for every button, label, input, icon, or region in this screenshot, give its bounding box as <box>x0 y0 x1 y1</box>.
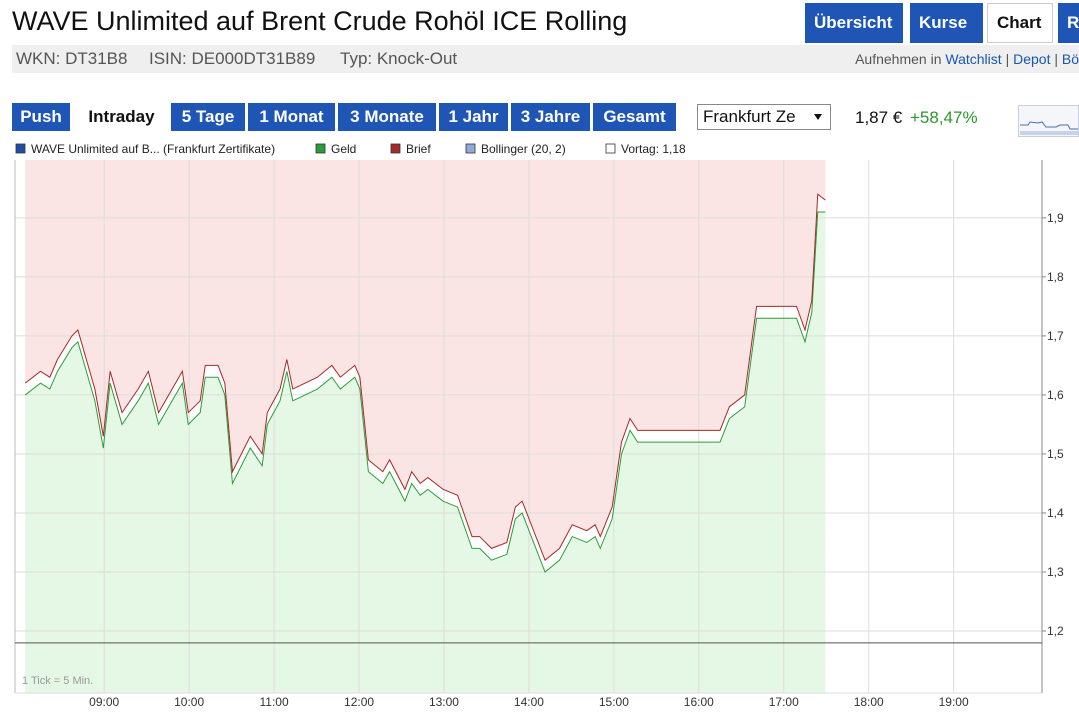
y-tick-label: 1,3 <box>1047 565 1064 579</box>
exchange-value: Frankfurt Ze <box>703 107 796 126</box>
info-item: WKN: DT31B8 <box>16 49 128 68</box>
info-item: Typ: Knock-Out <box>340 49 458 68</box>
y-tick-label: 1,7 <box>1047 329 1064 343</box>
annotation: 1 Tick = 5 Min. <box>22 675 93 687</box>
period-button[interactable]: 3 Monate <box>338 103 436 131</box>
mini-chart[interactable] <box>1018 105 1079 137</box>
watchlist-link[interactable]: Bö <box>1061 51 1079 67</box>
y-tick-label: 1,8 <box>1047 270 1064 284</box>
period-button[interactable]: 5 Tage <box>171 103 245 131</box>
x-tick-label: 13:00 <box>429 695 459 709</box>
y-tick-label: 1,4 <box>1047 506 1064 520</box>
watchlist-link[interactable]: Watchlist <box>945 51 1002 67</box>
y-tick-label: 1,6 <box>1047 388 1064 402</box>
nav-tab[interactable]: Kurse <box>910 3 983 43</box>
period-button[interactable]: Push <box>12 103 70 131</box>
nav-tab[interactable]: Übersicht <box>805 3 903 43</box>
period-button[interactable]: Intraday <box>75 103 168 131</box>
x-tick-label: 12:00 <box>344 695 374 709</box>
y-tick-label: 1,2 <box>1047 624 1064 638</box>
period-button[interactable]: 1 Jahr <box>439 103 508 131</box>
x-tick-label: 09:00 <box>89 695 119 709</box>
legend-swatch <box>465 143 476 154</box>
page-title: WAVE Unlimited auf Brent Crude Rohöl ICE… <box>12 6 628 36</box>
x-tick-label: 14:00 <box>514 695 544 709</box>
legend-label: Geld <box>331 142 356 156</box>
x-tick-label: 15:00 <box>599 695 629 709</box>
series-line <box>24 193 826 562</box>
x-tick-label: 16:00 <box>684 695 714 709</box>
watchlist-prefix: Aufnehmen in <box>855 51 942 67</box>
legend-swatch <box>390 143 401 154</box>
price-change: +58,47% <box>910 108 978 127</box>
bid-area <box>25 211 826 693</box>
x-tick-label: 17:00 <box>769 695 799 709</box>
x-tick-label: 11:00 <box>260 695 289 709</box>
exchange-select[interactable]: Frankfurt Ze <box>697 104 831 130</box>
y-tick-label: 1,5 <box>1047 447 1064 461</box>
legend-label: Brief <box>406 142 431 156</box>
nav-tab[interactable]: Chart <box>987 3 1053 43</box>
legend-swatch <box>315 143 326 154</box>
info-bar: Aufnehmen in Watchlist | Depot | Bö WKN:… <box>12 45 1079 73</box>
watchlist-links: Aufnehmen in Watchlist | Depot | Bö <box>855 51 1079 67</box>
x-tick-label: 10:00 <box>174 695 204 709</box>
legend-swatch <box>15 143 26 154</box>
legend-swatch <box>605 143 616 154</box>
dropdown-arrow <box>814 114 822 120</box>
x-tick-label: 18:00 <box>854 695 884 709</box>
x-tick-label: 19:00 <box>939 695 969 709</box>
legend-label: Bollinger (20, 2) <box>481 142 566 156</box>
separator: | <box>1054 51 1058 67</box>
info-item: ISIN: DE000DT31B89 <box>149 49 316 68</box>
legend-label: Vortag: 1,18 <box>621 142 686 156</box>
period-button[interactable]: 3 Jahre <box>511 103 590 131</box>
period-button[interactable]: Gesamt <box>593 103 676 131</box>
price: 1,87 € <box>855 108 903 127</box>
period-button[interactable]: 1 Monat <box>248 103 335 131</box>
series-line <box>24 211 826 573</box>
y-tick-label: 1,9 <box>1047 211 1064 225</box>
separator: | <box>1005 51 1010 67</box>
nav-tab[interactable]: R <box>1058 3 1079 43</box>
legend-label: WAVE Unlimited auf B... (Frankfurt Zerti… <box>31 142 275 156</box>
ask-area <box>25 160 826 561</box>
watchlist-link[interactable]: Depot <box>1013 51 1051 67</box>
